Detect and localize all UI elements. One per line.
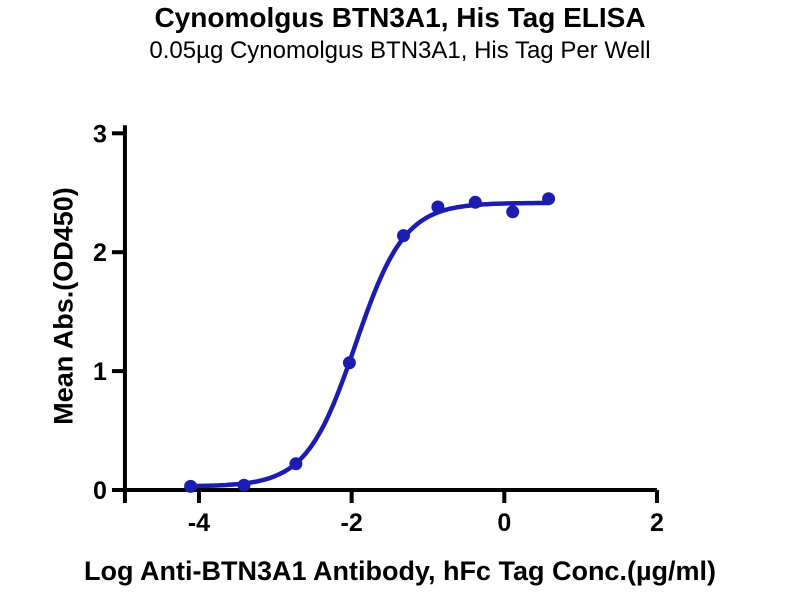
data-point xyxy=(431,200,445,214)
data-point xyxy=(237,478,251,492)
x-tick-label: 0 xyxy=(497,509,511,537)
data-point xyxy=(542,192,556,206)
x-axis-label: Log Anti-BTN3A1 Antibody, hFc Tag Conc.(… xyxy=(84,556,716,586)
data-point xyxy=(342,356,356,370)
x-tick-label: -4 xyxy=(188,509,210,537)
chart-title: Cynomolgus BTN3A1, His Tag ELISA xyxy=(154,2,646,33)
y-tick-label: 1 xyxy=(93,358,107,386)
data-point xyxy=(397,229,410,243)
x-tick-label: 2 xyxy=(650,509,664,537)
x-tick-label: -2 xyxy=(341,509,363,537)
chart-subtitle: 0.05µg Cynomolgus BTN3A1, His Tag Per We… xyxy=(149,37,651,64)
y-tick-label: 3 xyxy=(93,120,107,148)
y-tick-label: 0 xyxy=(93,477,107,505)
data-point xyxy=(289,457,303,471)
data-point xyxy=(506,205,520,219)
data-point xyxy=(468,195,482,209)
data-point xyxy=(184,479,198,493)
y-axis-label: Mean Abs.(OD450) xyxy=(48,187,79,425)
fit-curve xyxy=(188,200,551,489)
y-tick-label: 2 xyxy=(93,239,107,267)
